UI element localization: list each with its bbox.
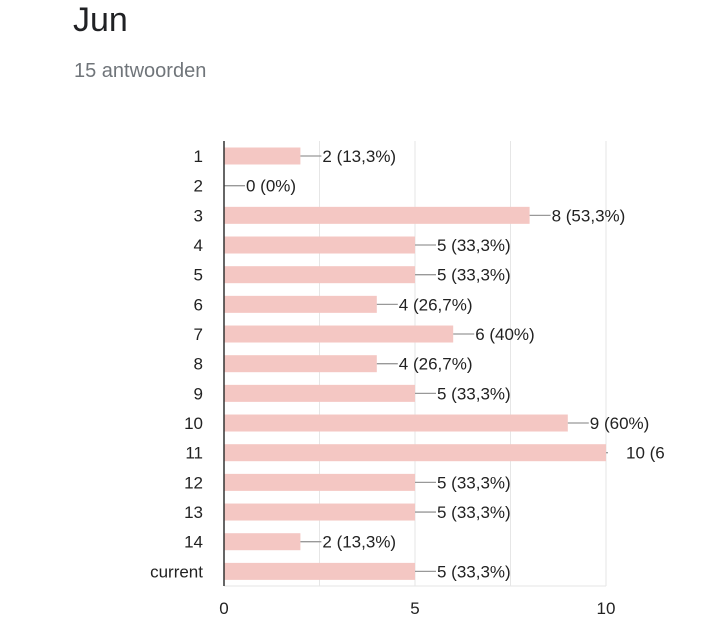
bar-6 — [224, 295, 377, 313]
category-label-12: 12 — [184, 473, 203, 492]
bar-9 — [224, 384, 415, 402]
bar-1 — [224, 147, 301, 165]
category-label-10: 10 — [184, 414, 203, 433]
data-label-12: 5 (33,3%) — [437, 473, 511, 492]
bar-15 — [224, 562, 415, 580]
bar-10 — [224, 414, 568, 432]
category-label-2: 2 — [194, 177, 203, 196]
category-label-9: 9 — [194, 384, 203, 403]
bar-3 — [224, 206, 530, 224]
response-count: 15 antwoorden — [74, 60, 207, 82]
bar-14 — [224, 533, 301, 551]
data-label-3: 8 (53,3%) — [552, 206, 626, 225]
data-label-4: 5 (33,3%) — [437, 236, 511, 255]
category-label-8: 8 — [194, 355, 203, 374]
category-label-7: 7 — [194, 325, 203, 344]
data-label-6: 4 (26,7%) — [399, 295, 473, 314]
category-label-11: 11 — [185, 444, 203, 463]
data-label-1: 2 (13,3%) — [322, 147, 396, 166]
bar-4 — [224, 236, 415, 254]
category-label-13: 13 — [184, 503, 203, 522]
bar-7 — [224, 325, 454, 343]
category-label-15: current — [150, 562, 203, 581]
bar-11 — [224, 444, 606, 462]
category-label-5: 5 — [194, 266, 203, 285]
category-label-4: 4 — [194, 236, 203, 255]
data-label-13: 5 (33,3%) — [437, 503, 511, 522]
bar-12 — [224, 473, 415, 491]
data-label-8: 4 (26,7%) — [399, 355, 473, 374]
x-tick-label-10: 10 — [597, 599, 616, 618]
bar-5 — [224, 266, 415, 284]
bar-8 — [224, 355, 377, 373]
category-label-3: 3 — [194, 206, 203, 225]
data-label-5: 5 (33,3%) — [437, 266, 511, 285]
bar-13 — [224, 503, 415, 521]
category-label-14: 14 — [184, 533, 203, 552]
data-label-7: 6 (40%) — [475, 325, 535, 344]
data-label-2: 0 (0%) — [246, 177, 296, 196]
data-label-15: 5 (33,3%) — [437, 562, 511, 581]
data-label-9: 5 (33,3%) — [437, 384, 511, 403]
data-label-11: 10 (6 — [626, 444, 665, 463]
data-label-14: 2 (13,3%) — [322, 533, 396, 552]
category-label-1: 1 — [194, 147, 203, 166]
question-title: Jun — [73, 1, 128, 39]
x-tick-label-5: 5 — [410, 599, 419, 618]
data-label-10: 9 (60%) — [590, 414, 650, 433]
x-tick-label-0: 0 — [219, 599, 228, 618]
category-label-6: 6 — [194, 295, 203, 314]
